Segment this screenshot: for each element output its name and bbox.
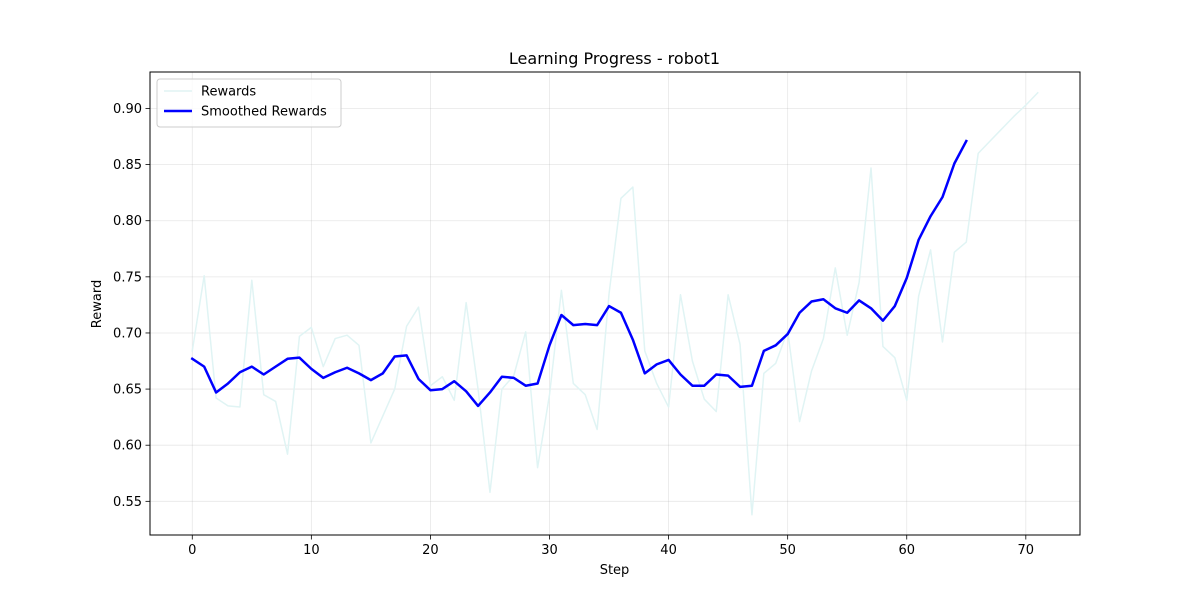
legend-label-rewards: Rewards [201, 85, 256, 100]
y-tick-label: 0.90 [113, 102, 142, 117]
smoothed-rewards-series-line [190, 139, 968, 408]
x-tick-label: 10 [303, 543, 320, 558]
plot-frame [149, 71, 1081, 536]
y-tick-label: 0.75 [113, 270, 142, 285]
legend-box [156, 78, 342, 128]
x-tick-label: 50 [779, 543, 796, 558]
y-axis-label: Reward [90, 280, 105, 328]
y-tick-label: 0.80 [113, 214, 142, 229]
x-tick-label: 40 [660, 543, 677, 558]
chart-title: Learning Progress - robot1 [509, 49, 720, 68]
x-tick-label: 60 [898, 543, 915, 558]
y-tick-label: 0.70 [113, 326, 142, 341]
legend: Rewards Smoothed Rewards [156, 78, 342, 128]
x-axis-label: Step [600, 563, 630, 578]
x-tick-label: 20 [422, 543, 439, 558]
rewards-series-line [191, 91, 1039, 516]
y-tick-label: 0.85 [113, 158, 142, 173]
x-tick-label: 30 [541, 543, 558, 558]
legend-label-smoothed: Smoothed Rewards [201, 105, 327, 120]
x-tick-label: 0 [188, 543, 196, 558]
y-tick-label: 0.60 [113, 439, 142, 454]
y-tick-label: 0.65 [113, 383, 142, 398]
grid [150, 72, 1080, 535]
x-tick-label: 70 [1018, 543, 1035, 558]
y-tick-label: 0.55 [113, 495, 142, 510]
axes: 0 10 20 30 40 50 60 70 0.55 0.60 0.65 0.70 0.75 0.80 0… [113, 71, 1081, 558]
series-lines [190, 91, 1039, 516]
